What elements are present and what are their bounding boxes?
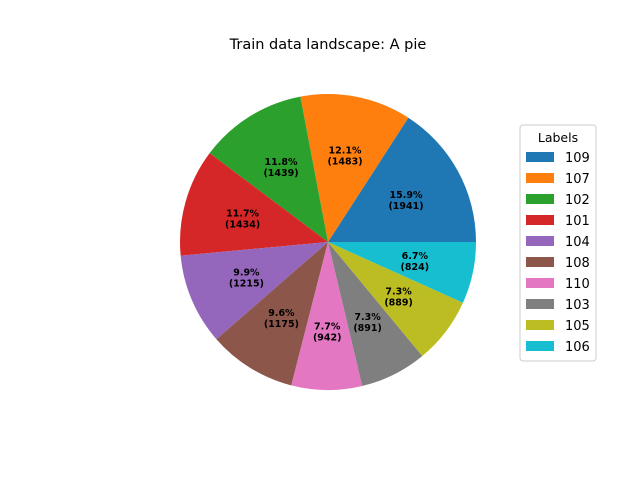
pie-slice-104 (180, 242, 328, 340)
legend-swatch-102 (526, 194, 554, 204)
pie-slice-101 (180, 153, 328, 256)
slice-percent-label-101: 11.7% (226, 208, 259, 219)
slice-value-label-110: (942) (313, 332, 342, 343)
legend-label-101: 101 (565, 214, 590, 229)
legend-swatch-103 (526, 299, 554, 309)
slice-value-label-104: (1215) (229, 279, 264, 290)
slice-percent-label-103: 7.3% (354, 312, 381, 323)
legend-label-104: 104 (565, 235, 590, 250)
legend-swatch-101 (526, 215, 554, 225)
pie-slice-110 (291, 242, 363, 391)
pie-slice-108 (216, 242, 328, 386)
pie-slice-109 (328, 117, 476, 242)
legend-label-102: 102 (565, 193, 590, 208)
legend: Labels 109 107 102 101 104 108 110 103 105 106 (519, 124, 597, 362)
slice-percent-label-108: 9.6% (268, 308, 295, 319)
legend-swatch-108 (526, 257, 554, 267)
slice-value-label-108: (1175) (264, 319, 299, 330)
slice-percent-label-105: 7.3% (385, 286, 412, 297)
pie-group (180, 93, 476, 391)
slice-value-label-101: (1434) (225, 219, 260, 230)
legend-label-107: 107 (565, 172, 590, 187)
slice-label-group: 15.9%(1941)12.1%(1483)11.8%(1439)11.7%(1… (225, 145, 429, 343)
legend-swatch-107 (526, 173, 554, 183)
slice-value-label-106: (824) (401, 262, 430, 273)
chart-title: Train data landscape: A pie (229, 37, 427, 53)
slice-percent-label-106: 6.7% (402, 251, 429, 262)
slice-value-label-102: (1439) (263, 168, 298, 179)
pie-slice-105 (328, 242, 463, 357)
slice-percent-label-110: 7.7% (314, 321, 341, 332)
slice-percent-label-107: 12.1% (329, 145, 362, 156)
slice-value-label-103: (891) (353, 323, 382, 334)
legend-swatch-109 (526, 152, 554, 162)
pie-slice-102 (209, 96, 328, 242)
slice-value-label-105: (889) (384, 297, 413, 308)
legend-swatch-110 (526, 278, 554, 288)
pie-slice-106 (328, 242, 476, 303)
legend-swatch-104 (526, 236, 554, 246)
legend-label-105: 105 (565, 319, 590, 334)
legend-label-110: 110 (565, 277, 590, 292)
legend-label-109: 109 (565, 151, 590, 166)
legend-label-106: 106 (565, 340, 590, 355)
legend-label-108: 108 (565, 256, 590, 271)
slice-value-label-107: (1483) (327, 156, 362, 167)
slice-percent-label-104: 9.9% (233, 268, 260, 279)
legend-swatch-105 (526, 320, 554, 330)
legend-items: 109 107 102 101 104 108 110 103 105 106 (526, 151, 590, 355)
legend-title: Labels (538, 130, 578, 145)
slice-percent-label-102: 11.8% (265, 157, 298, 168)
legend-label-103: 103 (565, 298, 590, 313)
slice-value-label-109: (1941) (388, 201, 423, 212)
pie-slice-103 (328, 242, 423, 386)
slice-percent-label-109: 15.9% (390, 190, 423, 201)
pie-slice-107 (300, 93, 409, 242)
legend-swatch-106 (526, 341, 554, 351)
